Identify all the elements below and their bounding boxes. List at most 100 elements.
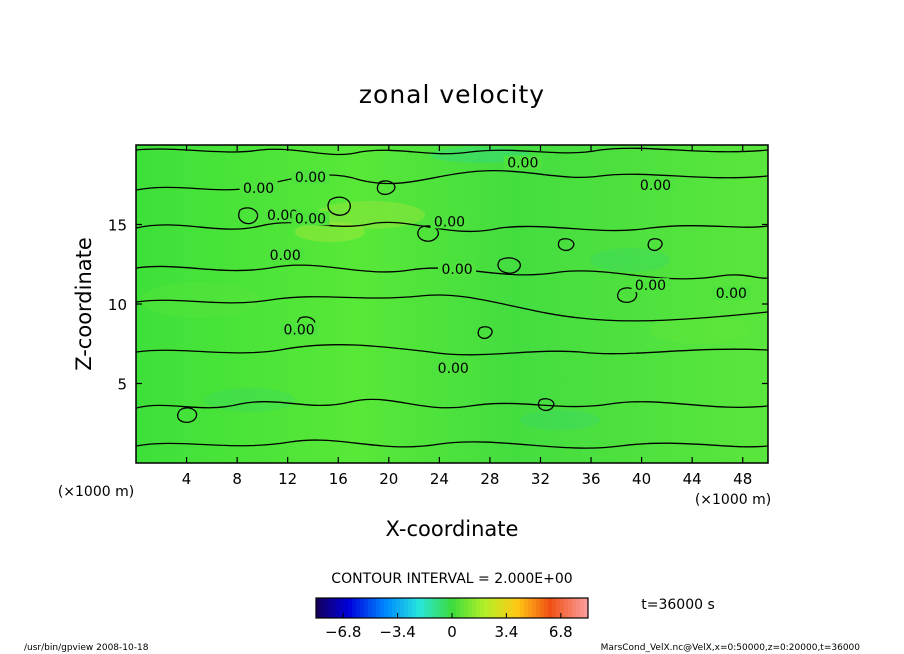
x-tick-label: 24: [430, 470, 449, 488]
y-tick-label: 5: [117, 376, 127, 394]
contour-label: 0.00: [267, 208, 298, 224]
x-tick-label: 32: [531, 470, 550, 488]
colorbar-cell: [368, 598, 373, 618]
contour-label: 0.00: [295, 211, 326, 227]
colorbar-cell: [320, 598, 325, 618]
contour-label: 0.00: [441, 262, 472, 278]
colorbar-cell: [380, 598, 385, 618]
contour-label-bg: [239, 181, 278, 196]
x-tick-label: 44: [683, 470, 702, 488]
colorbar-cell: [536, 598, 541, 618]
colorbar-cell: [520, 598, 525, 618]
colorbar-cell: [468, 598, 473, 618]
contour-label: 0.00: [295, 170, 326, 186]
contour-label-bg: [280, 322, 319, 337]
colorbar-cell: [544, 598, 549, 618]
colorbar-cell: [568, 598, 573, 618]
colorbar-cell: [528, 598, 533, 618]
contour-label: 0.00: [434, 215, 465, 231]
colorbar-cell: [472, 598, 477, 618]
colorbar-cell: [376, 598, 381, 618]
colorbar-cell: [532, 598, 537, 618]
colorbar-cell: [476, 598, 481, 618]
colorbar-cell: [552, 598, 557, 618]
colorbar-tick-label: 0: [447, 623, 457, 641]
contour-label: 0.00: [270, 248, 301, 264]
colorbar-cell: [348, 598, 353, 618]
colorbar-cell: [332, 598, 337, 618]
contour-label: 0.00: [635, 278, 666, 294]
colorbar-cell: [388, 598, 393, 618]
colorbar-cell: [584, 598, 589, 618]
colorbar-cell: [576, 598, 581, 618]
colorbar-cell: [564, 598, 569, 618]
colorbar-cell: [464, 598, 469, 618]
colorbar-cell: [572, 598, 577, 618]
contour-label: 0.00: [716, 286, 747, 302]
colorbar-cell: [400, 598, 405, 618]
contour-label: 0.00: [640, 178, 671, 194]
colorbar-cell: [364, 598, 369, 618]
x-tick-label: 28: [480, 470, 499, 488]
colorbar-cell: [324, 598, 329, 618]
colorbar: −6.8 −3.4 0 3.4 6.8: [315, 597, 589, 641]
colorbar-cell: [328, 598, 333, 618]
colorbar-cell: [512, 598, 517, 618]
x-tick-label: 8: [232, 470, 242, 488]
contour-label-bg: [631, 278, 670, 293]
contour-label-bg: [712, 286, 751, 301]
y-tick-label: 15: [108, 217, 127, 235]
colorbar-cell: [484, 598, 489, 618]
colorbar-cell: [480, 598, 485, 618]
colorbar-cell: [492, 598, 497, 618]
x-tick-label: 36: [581, 470, 600, 488]
contour-labels: 0.000.000.000.000.000.00 0.000.000.000.00…: [239, 155, 751, 377]
colorbar-cell: [356, 598, 361, 618]
colorbar-cell: [316, 598, 321, 618]
contour-label-bg: [636, 177, 675, 192]
x-axis-label: X-coordinate: [386, 517, 519, 541]
contour-label: 0.00: [438, 361, 469, 377]
colorbar-cell: [352, 598, 357, 618]
colorbar-cell: [428, 598, 433, 618]
colorbar-cell: [560, 598, 565, 618]
x-tick-label: 48: [733, 470, 752, 488]
contour-label-bg: [291, 169, 330, 184]
colorbar-cell: [344, 598, 349, 618]
colorbar-cell: [392, 598, 397, 618]
contour-label: 0.00: [283, 323, 314, 339]
x-tick-label: 40: [632, 470, 651, 488]
y-axis-label: Z-coordinate: [72, 237, 96, 371]
x-tick-label: 16: [329, 470, 348, 488]
contour-label: 0.00: [243, 181, 274, 197]
contour-interval-text: CONTOUR INTERVAL = 2.000E+00: [331, 571, 572, 587]
colorbar-cell: [508, 598, 513, 618]
field-patches: [140, 147, 750, 430]
colorbar-cell: [452, 598, 457, 618]
colorbar-cell: [336, 598, 341, 618]
colorbar-cell: [372, 598, 377, 618]
contour-label-bg: [291, 211, 330, 226]
colorbar-cell: [432, 598, 437, 618]
colorbar-cell: [424, 598, 429, 618]
colorbar-cell: [556, 598, 561, 618]
colorbar-cell: [580, 598, 585, 618]
colorbar-cell: [440, 598, 445, 618]
colorbar-cell: [416, 598, 421, 618]
colorbar-cell: [456, 598, 461, 618]
colorbar-cell: [436, 598, 441, 618]
contour-label-bg: [266, 247, 305, 262]
colorbar-cell: [460, 598, 465, 618]
colorbar-tick-label: −6.8: [325, 623, 361, 641]
time-label: t=36000 s: [641, 597, 715, 613]
colorbar-cell: [384, 598, 389, 618]
chart-title: zonal velocity: [359, 80, 545, 109]
x-tick-label: 4: [182, 470, 192, 488]
colorbar-cell: [548, 598, 553, 618]
x-axis-unit: (×1000 m): [695, 492, 771, 508]
plot-area: [136, 145, 768, 463]
colorbar-cell: [448, 598, 453, 618]
colorbar-cell: [408, 598, 413, 618]
y-tick-label: 10: [108, 296, 127, 314]
colorbar-cell: [444, 598, 449, 618]
